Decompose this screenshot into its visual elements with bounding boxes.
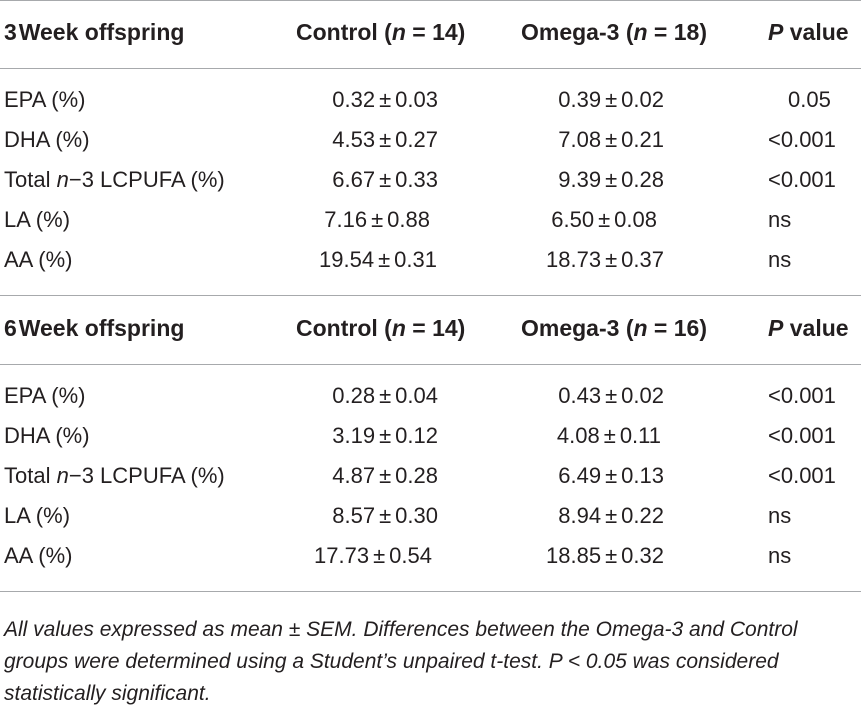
p-value: <0.001	[768, 383, 836, 408]
row-label: DHA (%)	[4, 423, 90, 448]
table-row: DHA (%) 3.19 ±0.12 4.08 ±0.11 <0.001	[0, 416, 861, 456]
section-1-header-rule	[0, 68, 861, 69]
omega-value: 6.50 ±0.08	[551, 207, 657, 232]
section-divider-rule	[0, 295, 861, 296]
table-bottom-rule	[0, 591, 861, 592]
control-value: 4.53 ±0.27	[332, 127, 438, 152]
row-label: DHA (%)	[4, 127, 90, 152]
p-value: <0.001	[768, 463, 836, 488]
p-value: 0.05	[788, 87, 831, 112]
table-row: EPA (%) 0.28 ±0.04 0.43 ±0.02 <0.001	[0, 376, 861, 416]
table-row: Total n−3 LCPUFA (%) 4.87 ±0.28 6.49 ±0.13…	[0, 456, 861, 496]
p-value: ns	[768, 503, 792, 528]
row-label: AA (%)	[4, 543, 73, 568]
section-2-omega-header: Omega-3 (n = 16)	[521, 315, 708, 341]
omega-value: 0.39 ±0.02	[558, 87, 664, 112]
p-value: ns	[768, 207, 792, 232]
row-label: LA (%)	[4, 207, 71, 232]
table-footnote: All values expressed as mean ± SEM. Diff…	[4, 618, 798, 705]
section-1-header-row: 3 Week offspring Control (n = 14) Omega-…	[0, 12, 861, 52]
section-1-omega-header: Omega-3 (n = 18)	[521, 19, 708, 45]
control-value: 7.16 ±0.88	[324, 207, 430, 232]
control-value: 0.28 ±0.04	[332, 383, 438, 408]
control-value: 4.87 ±0.28	[332, 463, 438, 488]
section-2-group-label: 6 Week offspring	[4, 315, 185, 341]
table-row: AA (%) 19.54 ±0.31 18.73 ±0.37 ns	[0, 240, 861, 280]
p-value: ns	[768, 543, 792, 568]
control-value: 0.32 ±0.03	[332, 87, 438, 112]
control-value: 17.73 ±0.54	[314, 543, 432, 568]
row-label: EPA (%)	[4, 87, 86, 112]
section-2-header-rule	[0, 364, 861, 365]
section-1-group-label: 3 Week offspring	[4, 19, 185, 45]
omega-value: 18.85 ±0.32	[546, 543, 664, 568]
table-row: LA (%) 7.16 ±0.88 6.50 ±0.08 ns	[0, 200, 861, 240]
section-2-pvalue-header: P value	[768, 315, 849, 341]
control-value: 19.54 ±0.31	[319, 247, 437, 272]
omega-value: 7.08 ±0.21	[558, 127, 664, 152]
table-row: LA (%) 8.57 ±0.30 8.94 ±0.22 ns	[0, 496, 861, 536]
section-1-control-header: Control (n = 14)	[296, 19, 466, 45]
p-value: <0.001	[768, 127, 836, 152]
p-value: <0.001	[768, 167, 836, 192]
omega-value: 6.49 ±0.13	[558, 463, 664, 488]
table-row: AA (%) 17.73 ±0.54 18.85 ±0.32 ns	[0, 536, 861, 576]
omega-value: 18.73 ±0.37	[546, 247, 664, 272]
section-2-header-row: 6 Week offspring Control (n = 14) Omega-…	[0, 308, 861, 348]
table-row: Total n−3 LCPUFA (%) 6.67 ±0.33 9.39 ±0.28…	[0, 160, 861, 200]
section-2-control-header: Control (n = 14)	[296, 315, 466, 341]
omega-value: 4.08 ±0.11	[556, 423, 661, 448]
omega-value: 8.94 ±0.22	[558, 503, 664, 528]
row-label: LA (%)	[4, 503, 71, 528]
row-label: EPA (%)	[4, 383, 86, 408]
control-value: 3.19 ±0.12	[332, 423, 438, 448]
table-top-rule	[0, 0, 861, 1]
row-label: Total n−3 LCPUFA (%)	[4, 463, 225, 488]
section-1-pvalue-header: P value	[768, 19, 849, 45]
p-value: <0.001	[768, 423, 836, 448]
p-value: ns	[768, 247, 792, 272]
table-row: DHA (%) 4.53 ±0.27 7.08 ±0.21 <0.001	[0, 120, 861, 160]
control-value: 8.57 ±0.30	[332, 503, 438, 528]
row-label: Total n−3 LCPUFA (%)	[4, 167, 225, 192]
omega-value: 9.39 ±0.28	[558, 167, 664, 192]
omega-value: 0.43 ±0.02	[558, 383, 664, 408]
table-row: EPA (%) 0.32 ±0.03 0.39 ±0.02 0.05	[0, 80, 861, 120]
control-value: 6.67 ±0.33	[332, 167, 438, 192]
row-label: AA (%)	[4, 247, 73, 272]
